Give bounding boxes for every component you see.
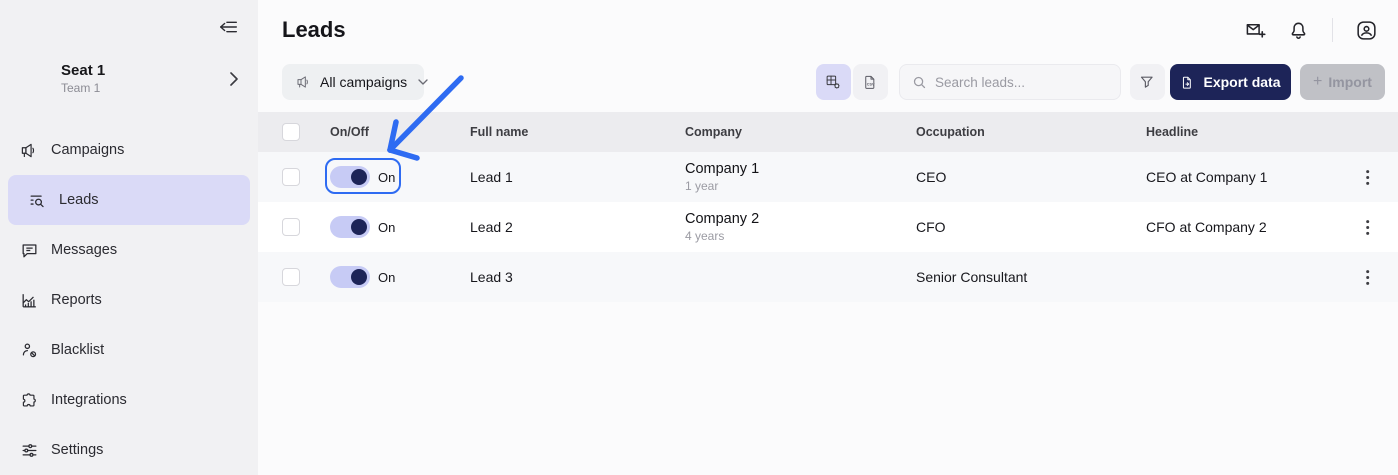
svg-text:CSV: CSV — [867, 82, 875, 86]
